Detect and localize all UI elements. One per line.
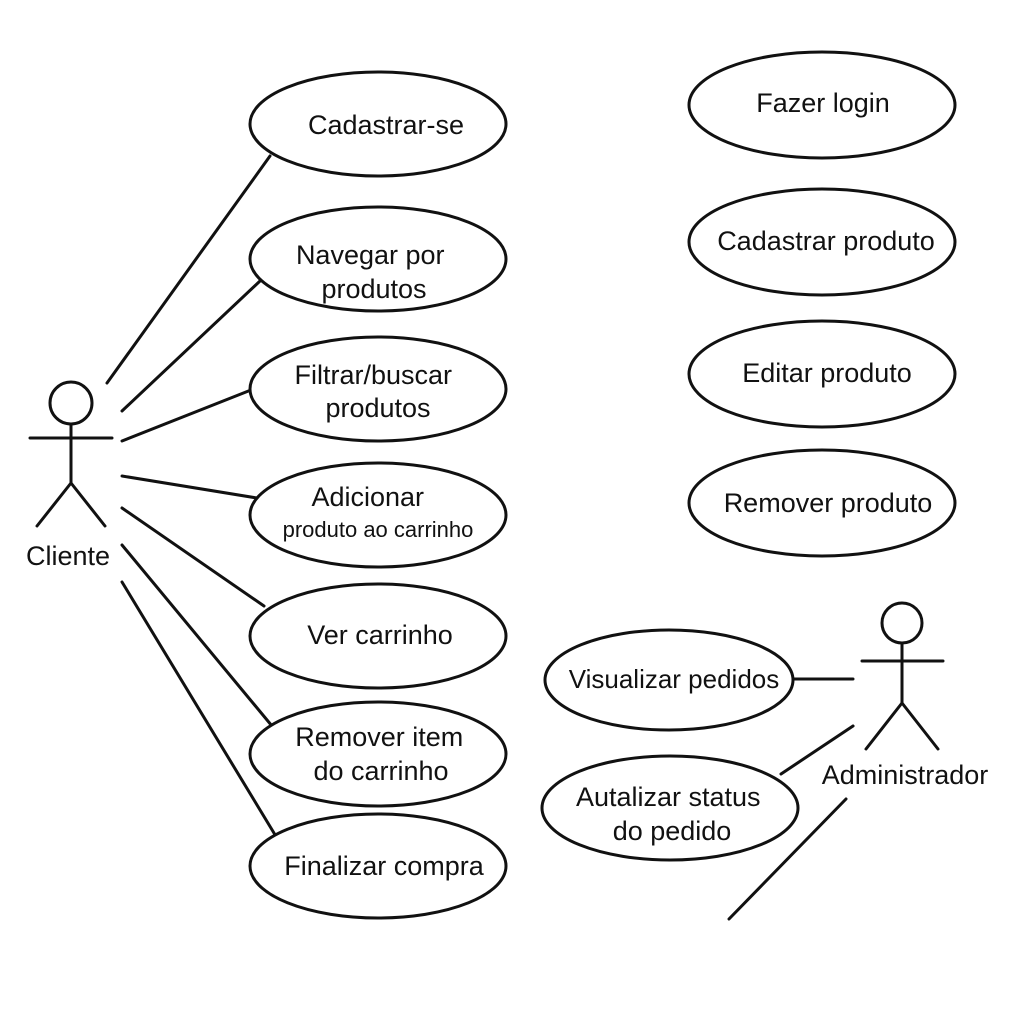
use-case-navegar-por-produtos: Navegar por produtos [248, 205, 508, 313]
association-cliente-remover-item-do-carrinho [120, 543, 274, 728]
use-case-remover-produto-ellipse [687, 448, 957, 558]
use-case-finalizar-compra-label: Finalizar compra [284, 851, 485, 881]
use-case-filtrar-buscar-produtos-line-1: Filtrar/buscar [294, 360, 452, 390]
use-case-fazer-login-line-1: Fazer login [756, 88, 890, 118]
use-case-fazer-login: Fazer login [687, 50, 957, 160]
actor-cliente: Cliente [26, 380, 114, 571]
actor-cliente-label: Cliente [26, 541, 110, 571]
actor-administrador: Administrador [822, 601, 989, 790]
use-case-autalizar-status-do-pedido-line-1: Autalizar status [576, 782, 761, 812]
use-case-autalizar-status-do-pedido: Autalizar status do pedido [540, 754, 800, 862]
actor-administrador-head [880, 601, 924, 645]
actor-cliente-leg-right [69, 481, 107, 528]
use-case-cadastrar-se-ellipse [248, 70, 508, 178]
use-case-visualizar-pedidos-label: Visualizar pedidos [569, 664, 780, 694]
use-case-editar-produto-label: Editar produto [742, 358, 912, 388]
use-case-remover-produto-line-1: Remover produto [724, 488, 933, 518]
actor-administrador-label: Administrador [822, 760, 989, 790]
use-case-adicionar-produto-ao-carrinho-line-2: produto ao carrinho [283, 517, 474, 542]
association-cliente-filtrar-buscar-produtos [120, 388, 253, 443]
use-case-filtrar-buscar-produtos-label: Filtrar/buscar produtos [294, 360, 459, 423]
association-cliente-adicionar-produto-ao-carrinho [120, 474, 259, 500]
use-case-finalizar-compra-ellipse [248, 812, 508, 920]
use-case-remover-item-do-carrinho-ellipse [248, 700, 508, 808]
use-case-cadastrar-produto-line-1: Cadastrar produto [717, 226, 935, 256]
use-case-cadastrar-se-label: Cadastrar-se [308, 110, 464, 140]
use-case-autalizar-status-do-pedido-ellipse [540, 754, 800, 862]
use-case-remover-item-do-carrinho: Remover item do carrinho [248, 700, 508, 808]
use-case-navegar-por-produtos-line-1: Navegar por [296, 240, 445, 270]
use-case-ver-carrinho-ellipse [248, 582, 508, 690]
use-case-finalizar-compra-line-1: Finalizar compra [284, 851, 485, 881]
association-administrador-dangling [727, 797, 848, 921]
use-case-ver-carrinho-line-1: Ver carrinho [307, 620, 453, 650]
use-case-remover-produto: Remover produto [687, 448, 957, 558]
use-case-adicionar-produto-ao-carrinho-ellipse [248, 461, 508, 569]
use-case-finalizar-compra: Finalizar compra [248, 812, 508, 920]
association-cliente-ver-carrinho [120, 506, 266, 608]
use-case-adicionar-produto-ao-carrinho: Adicionar produto ao carrinho [248, 461, 508, 569]
use-case-cadastrar-se-line-1: Cadastrar-se [308, 110, 464, 140]
use-case-navegar-por-produtos-ellipse [248, 205, 508, 313]
association-administrador-autalizar-status-do-pedido [779, 724, 855, 776]
use-case-editar-produto: Editar produto [687, 319, 957, 429]
association-cliente-finalizar-compra [120, 580, 279, 840]
cliente-associations [105, 154, 279, 840]
use-case-filtrar-buscar-produtos-ellipse [248, 335, 508, 443]
use-case-cadastrar-produto: Cadastrar produto [687, 187, 957, 297]
use-case-ver-carrinho-label: Ver carrinho [307, 620, 453, 650]
use-case-remover-produto-label: Remover produto [724, 488, 933, 518]
use-case-remover-item-do-carrinho-label: Remover item do carrinho [295, 722, 471, 786]
actor-cliente-leg-left [35, 481, 73, 528]
use-case-fazer-login-ellipse [687, 50, 957, 160]
association-cliente-navegar-por-produtos [120, 279, 262, 413]
use-case-cadastrar-se: Cadastrar-se [248, 70, 508, 178]
use-case-visualizar-pedidos-ellipse [543, 628, 795, 732]
use-case-navegar-por-produtos-line-2: produtos [321, 274, 426, 304]
actor-administrador-leg-left [864, 701, 904, 751]
use-case-remover-item-do-carrinho-line-1: Remover item [295, 722, 463, 752]
use-case-autalizar-status-do-pedido-line-2: do pedido [613, 816, 732, 846]
use-case-filtrar-buscar-produtos-line-2: produtos [325, 393, 430, 423]
administrador-associations [727, 677, 855, 921]
use-case-ver-carrinho: Ver carrinho [248, 582, 508, 690]
use-case-fazer-login-label: Fazer login [756, 88, 890, 118]
use-case-visualizar-pedidos-line-1: Visualizar pedidos [569, 664, 780, 694]
use-case-cadastrar-produto-ellipse [687, 187, 957, 297]
use-case-editar-produto-ellipse [687, 319, 957, 429]
use-case-navegar-por-produtos-label: Navegar por produtos [296, 240, 452, 304]
use-case-adicionar-produto-ao-carrinho-line-1: Adicionar [311, 482, 424, 512]
use-case-autalizar-status-do-pedido-label: Autalizar status do pedido [576, 782, 768, 846]
actor-cliente-head [48, 380, 94, 426]
use-case-adicionar-produto-ao-carrinho-label: Adicionar produto ao carrinho [283, 482, 474, 542]
use-case-cadastrar-produto-label: Cadastrar produto [717, 226, 935, 256]
association-cliente-cadastrar-se [105, 154, 272, 385]
use-case-visualizar-pedidos: Visualizar pedidos [543, 628, 795, 732]
use-case-filtrar-buscar-produtos: Filtrar/buscar produtos [248, 335, 508, 443]
use-case-editar-produto-line-1: Editar produto [742, 358, 912, 388]
use-case-remover-item-do-carrinho-line-2: do carrinho [313, 756, 448, 786]
actor-administrador-leg-right [900, 701, 940, 751]
